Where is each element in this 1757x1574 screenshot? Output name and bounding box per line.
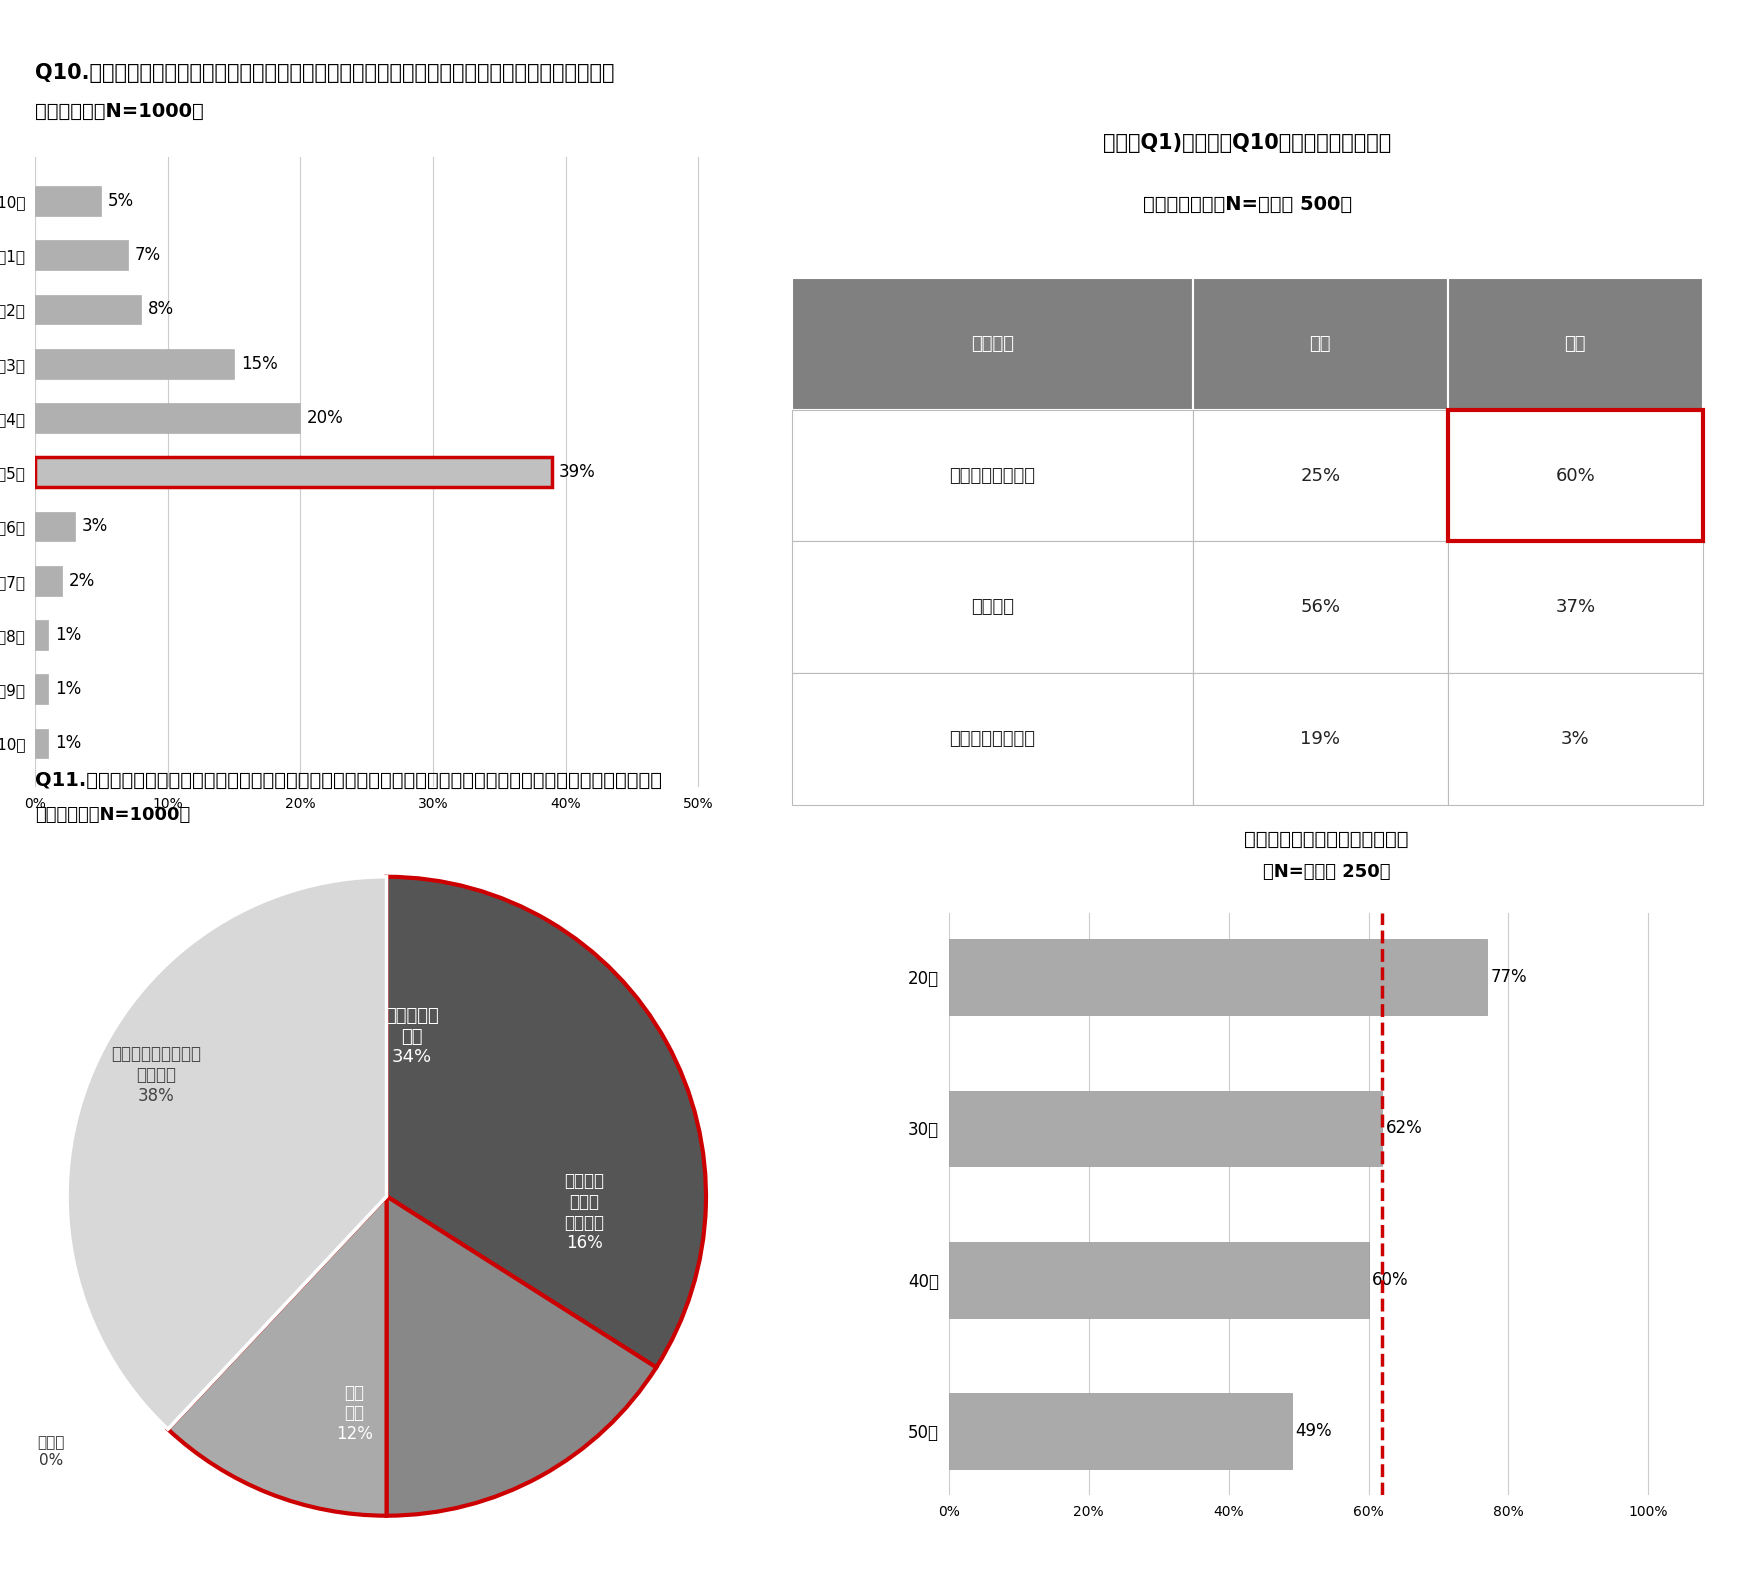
FancyBboxPatch shape (792, 674, 1193, 804)
Bar (35, 241, 128, 271)
Wedge shape (169, 1196, 387, 1516)
Bar (949, 1091, 1383, 1166)
Text: 1%: 1% (54, 735, 81, 752)
Wedge shape (387, 1196, 657, 1516)
Bar (35, 674, 49, 704)
Text: 15%: 15% (241, 354, 278, 373)
Text: 3%: 3% (81, 518, 107, 535)
Bar (35, 458, 552, 486)
Text: （N=各年代 250）: （N=各年代 250） (1263, 863, 1390, 880)
Text: 仕事の時間
や量
34%: 仕事の時間 や量 34% (385, 1007, 439, 1066)
Text: 家計への
貢献度
（収入）
16%: 家計への 貢献度 （収入） 16% (564, 1173, 604, 1253)
Bar (35, 294, 141, 324)
FancyBboxPatch shape (1193, 541, 1448, 674)
Bar (35, 565, 61, 595)
Text: Q11.あなたは、家事分担の割合を見直せるとしたら、仕事を考慮したいですか。考慮したいことお答えください。: Q11.あなたは、家事分担の割合を見直せるとしたら、仕事を考慮したいですか。考慮… (35, 771, 662, 790)
Bar (949, 1242, 1369, 1317)
Text: 男性: 男性 (1309, 335, 1332, 353)
Text: 妻の負担を減らす: 妻の負担を減らす (949, 466, 1035, 485)
Text: 60%: 60% (1555, 466, 1595, 485)
Text: 8%: 8% (148, 301, 174, 318)
FancyBboxPatch shape (1448, 674, 1703, 804)
Text: （単一回答、N=1000）: （単一回答、N=1000） (35, 102, 204, 121)
Text: 49%: 49% (1295, 1421, 1332, 1440)
FancyBboxPatch shape (1193, 409, 1448, 541)
Bar (35, 349, 234, 379)
Text: 3%: 3% (1560, 730, 1590, 748)
Wedge shape (169, 1196, 387, 1429)
Text: 女性: 女性 (1565, 335, 1587, 353)
Text: 20%: 20% (307, 409, 344, 427)
Text: 5%: 5% (109, 192, 134, 209)
Wedge shape (67, 877, 387, 1429)
Text: 7%: 7% (135, 246, 160, 264)
Text: 妻の負担を増やす: 妻の負担を増やす (949, 730, 1035, 748)
Text: 39%: 39% (559, 463, 596, 482)
Text: Q10.あなたとパートナーの家事分担について、あなたが理想とする分担の割合を選んでください。: Q10.あなたとパートナーの家事分担について、あなたが理想とする分担の割合を選ん… (35, 63, 615, 83)
Text: 60%: 60% (1372, 1270, 1409, 1289)
FancyBboxPatch shape (1448, 279, 1703, 409)
Bar (35, 186, 102, 216)
FancyBboxPatch shape (1448, 541, 1703, 674)
FancyBboxPatch shape (1448, 409, 1703, 541)
Text: 現状（Q1)と理想（Q10）の分担割合の変化: 現状（Q1)と理想（Q10）の分担割合の変化 (1103, 132, 1392, 153)
Text: 年代別　仕事を考慮したい割合: 年代別 仕事を考慮したい割合 (1244, 829, 1409, 848)
Text: 2%: 2% (69, 571, 95, 590)
Text: 19%: 19% (1300, 730, 1341, 748)
Text: その他
0%: その他 0% (37, 1435, 65, 1469)
Text: （単一回答、N=1000）: （単一回答、N=1000） (35, 806, 190, 823)
Bar (35, 620, 49, 650)
FancyBboxPatch shape (792, 279, 1193, 409)
FancyBboxPatch shape (1193, 279, 1448, 409)
Text: 1%: 1% (54, 680, 81, 699)
FancyBboxPatch shape (792, 541, 1193, 674)
Wedge shape (387, 877, 706, 1368)
Text: 62%: 62% (1386, 1119, 1423, 1138)
Text: 37%: 37% (1555, 598, 1595, 617)
Text: 25%: 25% (1300, 466, 1341, 485)
Text: 仕事を考慮したいと
思わない
38%: 仕事を考慮したいと 思わない 38% (111, 1045, 202, 1105)
Bar (35, 512, 76, 541)
Text: 1%: 1% (54, 626, 81, 644)
FancyBboxPatch shape (1193, 674, 1448, 804)
Text: 現状維持: 現状維持 (972, 598, 1014, 617)
Bar (35, 403, 300, 433)
Text: 在宅
時間
12%: 在宅 時間 12% (336, 1384, 372, 1443)
Text: 77%: 77% (1492, 968, 1527, 987)
Text: 56%: 56% (1300, 598, 1341, 617)
Bar (35, 729, 49, 759)
Text: 分担割合: 分担割合 (972, 335, 1014, 353)
Bar (949, 1393, 1291, 1469)
Text: 回答者の性別（N=各性別 500）: 回答者の性別（N=各性別 500） (1142, 195, 1353, 214)
FancyBboxPatch shape (792, 409, 1193, 541)
Bar (949, 940, 1488, 1015)
